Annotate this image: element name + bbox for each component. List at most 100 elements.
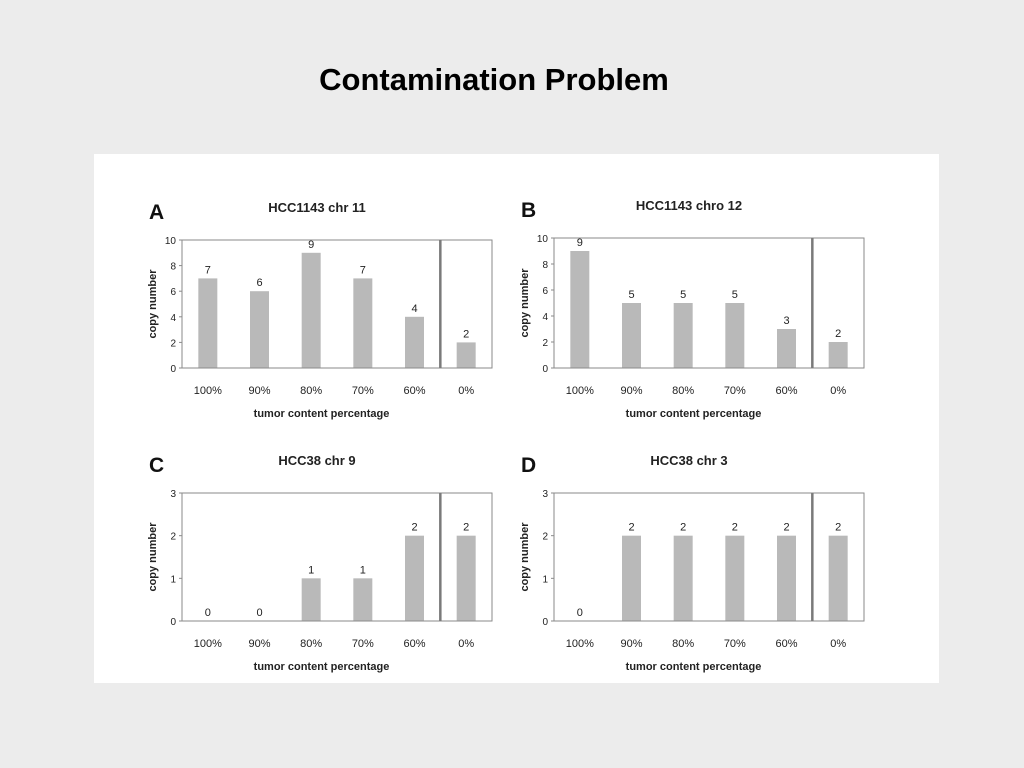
chart-c-x-tick-label: 80% [300, 638, 322, 650]
chart-d-y-axis-label: copy number [519, 522, 531, 592]
chart-b-y-tick-label: 8 [542, 260, 548, 271]
figure-panel: A HCC1143 chr 11 7 6 9 7 4 2 0 2 4 6 8 10 100% 90% 80% 70… [94, 154, 939, 683]
chart-c-bar [353, 578, 373, 621]
chart-b-x-tick-label: 80% [672, 385, 694, 397]
chart-a-y-tick-label: 8 [170, 262, 176, 273]
chart-b-bar [828, 342, 848, 368]
chart-b-bar [622, 303, 641, 368]
chart-d-x-tick-label: 80% [672, 638, 694, 650]
chart-a-data-label: 9 [308, 239, 314, 251]
chart-d-data-label: 0 [577, 607, 583, 619]
chart-a-y-tick-label: 2 [170, 338, 176, 349]
chart-c-bar [405, 535, 424, 621]
chart-d-x-tick-label: 70% [724, 638, 746, 650]
chart-b-y-tick-label: 0 [542, 364, 548, 375]
chart-a-bar [456, 342, 476, 368]
chart-c-x-tick-label: 0% [458, 638, 474, 650]
chart-b-x-tick-label: 0% [830, 385, 846, 397]
chart-d-bar [725, 535, 745, 621]
chart-c-x-tick-label: 70% [352, 638, 374, 650]
chart-c-plot-frame [181, 492, 493, 622]
chart-b-x-tick-label: 70% [724, 385, 746, 397]
chart-b-bar [777, 329, 796, 368]
chart-a-data-label: 4 [411, 303, 417, 315]
chart-b-title: HCC1143 chro 12 [636, 198, 742, 213]
chart-d-data-label: 2 [680, 522, 686, 534]
chart-b-data-label: 5 [732, 289, 738, 301]
chart-c-y-tick-label: 3 [170, 489, 176, 500]
chart-c-x-tick-label: 90% [248, 638, 270, 650]
chart-d-data-label: 2 [732, 522, 738, 534]
chart-a-y-axis-label: copy number [147, 269, 159, 339]
chart-b-data-label: 5 [680, 289, 686, 301]
chart-c-data-label: 1 [360, 564, 366, 576]
chart-a-y-tick-label: 4 [170, 313, 176, 324]
chart-d-bar [828, 535, 848, 621]
chart-b-y-tick-label: 10 [537, 234, 549, 245]
chart-a-x-tick-label: 60% [403, 385, 425, 397]
chart-c-x-axis-label: tumor content percentage [254, 661, 390, 673]
chart-a-x-tick-label: 90% [248, 385, 270, 397]
chart-a-title: HCC1143 chr 11 [268, 200, 366, 215]
chart-d-y-tick-label: 3 [542, 489, 548, 500]
chart-c-bar [456, 535, 476, 621]
chart-c-data-label: 0 [256, 607, 262, 619]
chart-d-bar [777, 535, 796, 621]
chart-b-x-tick-label: 60% [775, 385, 797, 397]
chart-a-bar [198, 278, 218, 368]
chart-b-data-label: 5 [628, 289, 634, 301]
chart-a-data-label: 6 [256, 277, 262, 289]
chart-b-plot-frame [553, 237, 865, 369]
chart-a-panel-letter: A [149, 201, 164, 224]
chart-b-y-tick-label: 2 [542, 338, 548, 349]
chart-b-y-tick-label: 6 [542, 286, 548, 297]
chart-a-data-label: 7 [205, 264, 211, 276]
chart-d-x-tick-label: 0% [830, 638, 846, 650]
chart-b-x-axis-label: tumor content percentage [626, 408, 762, 420]
chart-a-plot-frame [181, 239, 493, 369]
chart-b-panel-letter: B [521, 199, 536, 222]
chart-a-x-tick-label: 70% [352, 385, 374, 397]
chart-b-bar [570, 251, 590, 368]
chart-d-data-label: 2 [835, 522, 841, 534]
chart-b-bar [725, 303, 745, 368]
chart-a-y-tick-label: 6 [170, 287, 176, 298]
chart-a-x-tick-label: 100% [194, 385, 222, 397]
chart-c-y-tick-label: 1 [170, 574, 176, 585]
chart-a-y-tick-label: 10 [165, 236, 177, 247]
chart-c-y-tick-label: 0 [170, 617, 176, 628]
chart-a-bar [353, 278, 373, 368]
chart-d-title: HCC38 chr 3 [650, 453, 727, 468]
chart-d-x-tick-label: 60% [775, 638, 797, 650]
chart-d-bar [673, 535, 693, 621]
chart-c-bar [301, 578, 321, 621]
chart-b-x-tick-label: 100% [566, 385, 594, 397]
chart-c-data-label: 2 [463, 522, 469, 534]
chart-d-x-axis-label: tumor content percentage [626, 661, 762, 673]
chart-b-bar [673, 303, 693, 368]
chart-d-data-label: 2 [783, 522, 789, 534]
chart-c-data-label: 1 [308, 564, 314, 576]
chart-d-panel-letter: D [521, 454, 536, 477]
chart-d-plot-frame [553, 492, 865, 622]
chart-d-y-tick-label: 0 [542, 617, 548, 628]
chart-a-bar [301, 252, 321, 368]
chart-d-data-label: 2 [628, 522, 634, 534]
chart-a-x-axis-label: tumor content percentage [254, 408, 390, 420]
chart-c-x-tick-label: 100% [194, 638, 222, 650]
chart-b-data-label: 9 [577, 237, 583, 249]
chart-c-y-axis-label: copy number [147, 522, 159, 592]
chart-d-bar [622, 535, 641, 621]
chart-c-y-tick-label: 2 [170, 532, 176, 543]
chart-b-y-tick-label: 4 [542, 312, 548, 323]
chart-d-x-tick-label: 100% [566, 638, 594, 650]
chart-b-data-label: 2 [835, 328, 841, 340]
chart-a-data-label: 7 [360, 264, 366, 276]
slide-title: Contamination Problem [319, 62, 669, 97]
chart-a-bar [250, 291, 269, 368]
chart-a-y-tick-label: 0 [170, 364, 176, 375]
chart-d-y-tick-label: 1 [542, 574, 548, 585]
chart-b-data-label: 3 [783, 315, 789, 327]
chart-a-data-label: 2 [463, 328, 469, 340]
chart-a-x-tick-label: 0% [458, 385, 474, 397]
